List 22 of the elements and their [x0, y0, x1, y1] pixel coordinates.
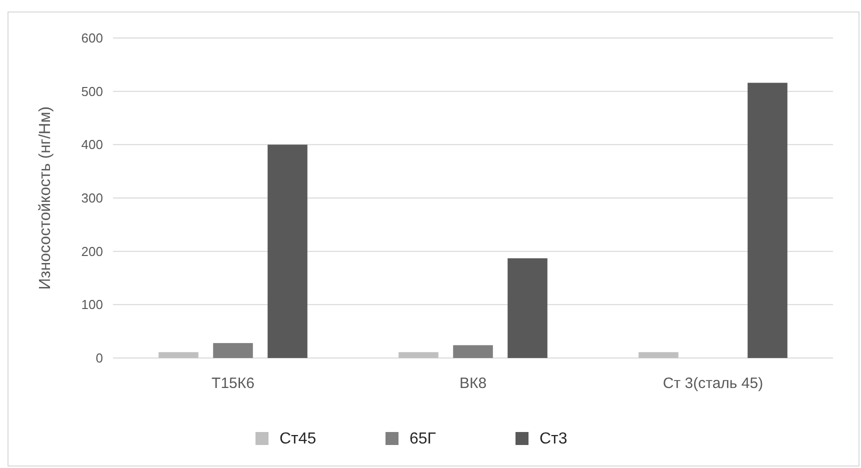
x-tick-label: ВК8	[459, 375, 487, 392]
y-tick-label: 0	[96, 350, 103, 366]
bar	[158, 352, 198, 358]
y-tick-label: 300	[81, 190, 103, 206]
bar	[508, 258, 548, 358]
legend-label: 65Г	[410, 430, 436, 448]
legend-label: Ст45	[280, 430, 316, 448]
bar	[398, 352, 438, 358]
bar	[213, 343, 253, 358]
bar	[748, 82, 788, 358]
y-tick-label: 600	[81, 30, 103, 46]
y-axis-title: Износостойкость (нг/Нм)	[37, 106, 54, 290]
legend-label: Ст3	[540, 430, 568, 448]
bar	[268, 144, 308, 358]
y-tick-label: 100	[81, 297, 103, 312]
y-tick-label: 400	[81, 137, 103, 152]
bar	[638, 352, 678, 358]
bar	[453, 345, 493, 358]
y-tick-label: 200	[81, 244, 103, 259]
x-tick-label: Т15К6	[212, 375, 254, 392]
x-tick-label: Ст 3(сталь 45)	[662, 375, 764, 392]
y-tick-label: 500	[81, 84, 103, 99]
